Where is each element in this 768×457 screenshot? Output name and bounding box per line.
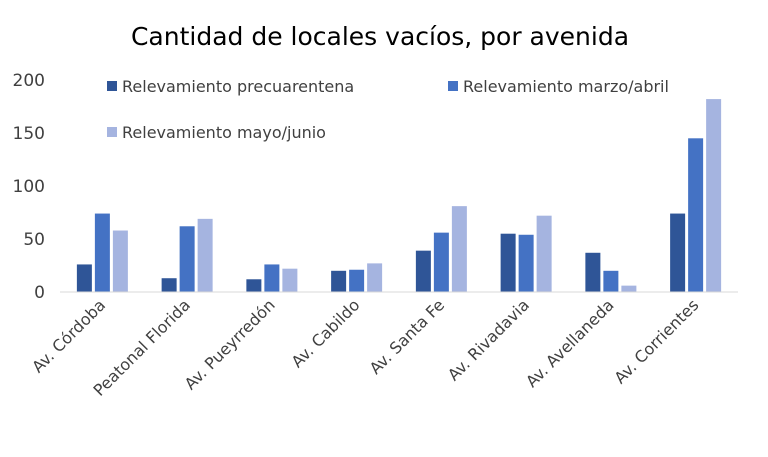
bar xyxy=(349,269,365,292)
bars xyxy=(76,99,722,292)
bar xyxy=(706,99,722,292)
x-tick-label: Av. Cabildo xyxy=(288,295,364,371)
bar xyxy=(282,268,298,292)
bar xyxy=(670,213,686,292)
legend-label: Relevamiento mayo/junio xyxy=(122,123,326,142)
bar xyxy=(197,218,213,292)
bar xyxy=(500,233,516,292)
bar xyxy=(688,138,704,292)
bar xyxy=(518,234,534,292)
x-tick-label: Av. Córdoba xyxy=(28,295,109,376)
bar xyxy=(433,232,449,292)
y-axis-ticks: 0 50 100 150 200 xyxy=(13,71,45,303)
y-tick-label: 150 xyxy=(13,124,45,144)
x-tick-label: Av. Corrientes xyxy=(610,295,702,387)
x-tick-label: Av. Santa Fe xyxy=(366,295,449,378)
bar xyxy=(112,230,128,292)
y-tick-label: 200 xyxy=(13,71,45,91)
bar xyxy=(264,264,280,292)
y-tick-label: 50 xyxy=(23,230,45,250)
y-tick-label: 100 xyxy=(13,177,45,197)
bar xyxy=(621,285,637,292)
bar xyxy=(76,264,92,292)
bar xyxy=(451,206,467,292)
bar xyxy=(94,213,110,292)
bar xyxy=(367,263,383,292)
legend-swatch xyxy=(107,127,117,137)
bar xyxy=(179,226,195,292)
x-tick-label: Av. Pueyrredón xyxy=(181,295,279,393)
legend-label: Relevamiento precuarentena xyxy=(122,77,354,96)
bar xyxy=(246,279,262,292)
x-tick-label: Av. Rivadavia xyxy=(444,295,533,384)
bar xyxy=(585,252,601,292)
bar xyxy=(536,215,552,292)
x-tick-label: Av. Avellaneda xyxy=(522,295,618,391)
legend-swatch xyxy=(448,81,458,91)
chart-title: Cantidad de locales vacíos, por avenida xyxy=(131,22,629,51)
y-tick-label: 0 xyxy=(34,283,45,303)
bar xyxy=(415,250,431,292)
bar xyxy=(161,278,177,292)
bar xyxy=(603,270,619,292)
legend-label: Relevamiento marzo/abril xyxy=(463,77,669,96)
legend: Relevamiento precuarentena Relevamiento m… xyxy=(107,77,669,142)
bar xyxy=(331,270,347,292)
legend-swatch xyxy=(107,81,117,91)
